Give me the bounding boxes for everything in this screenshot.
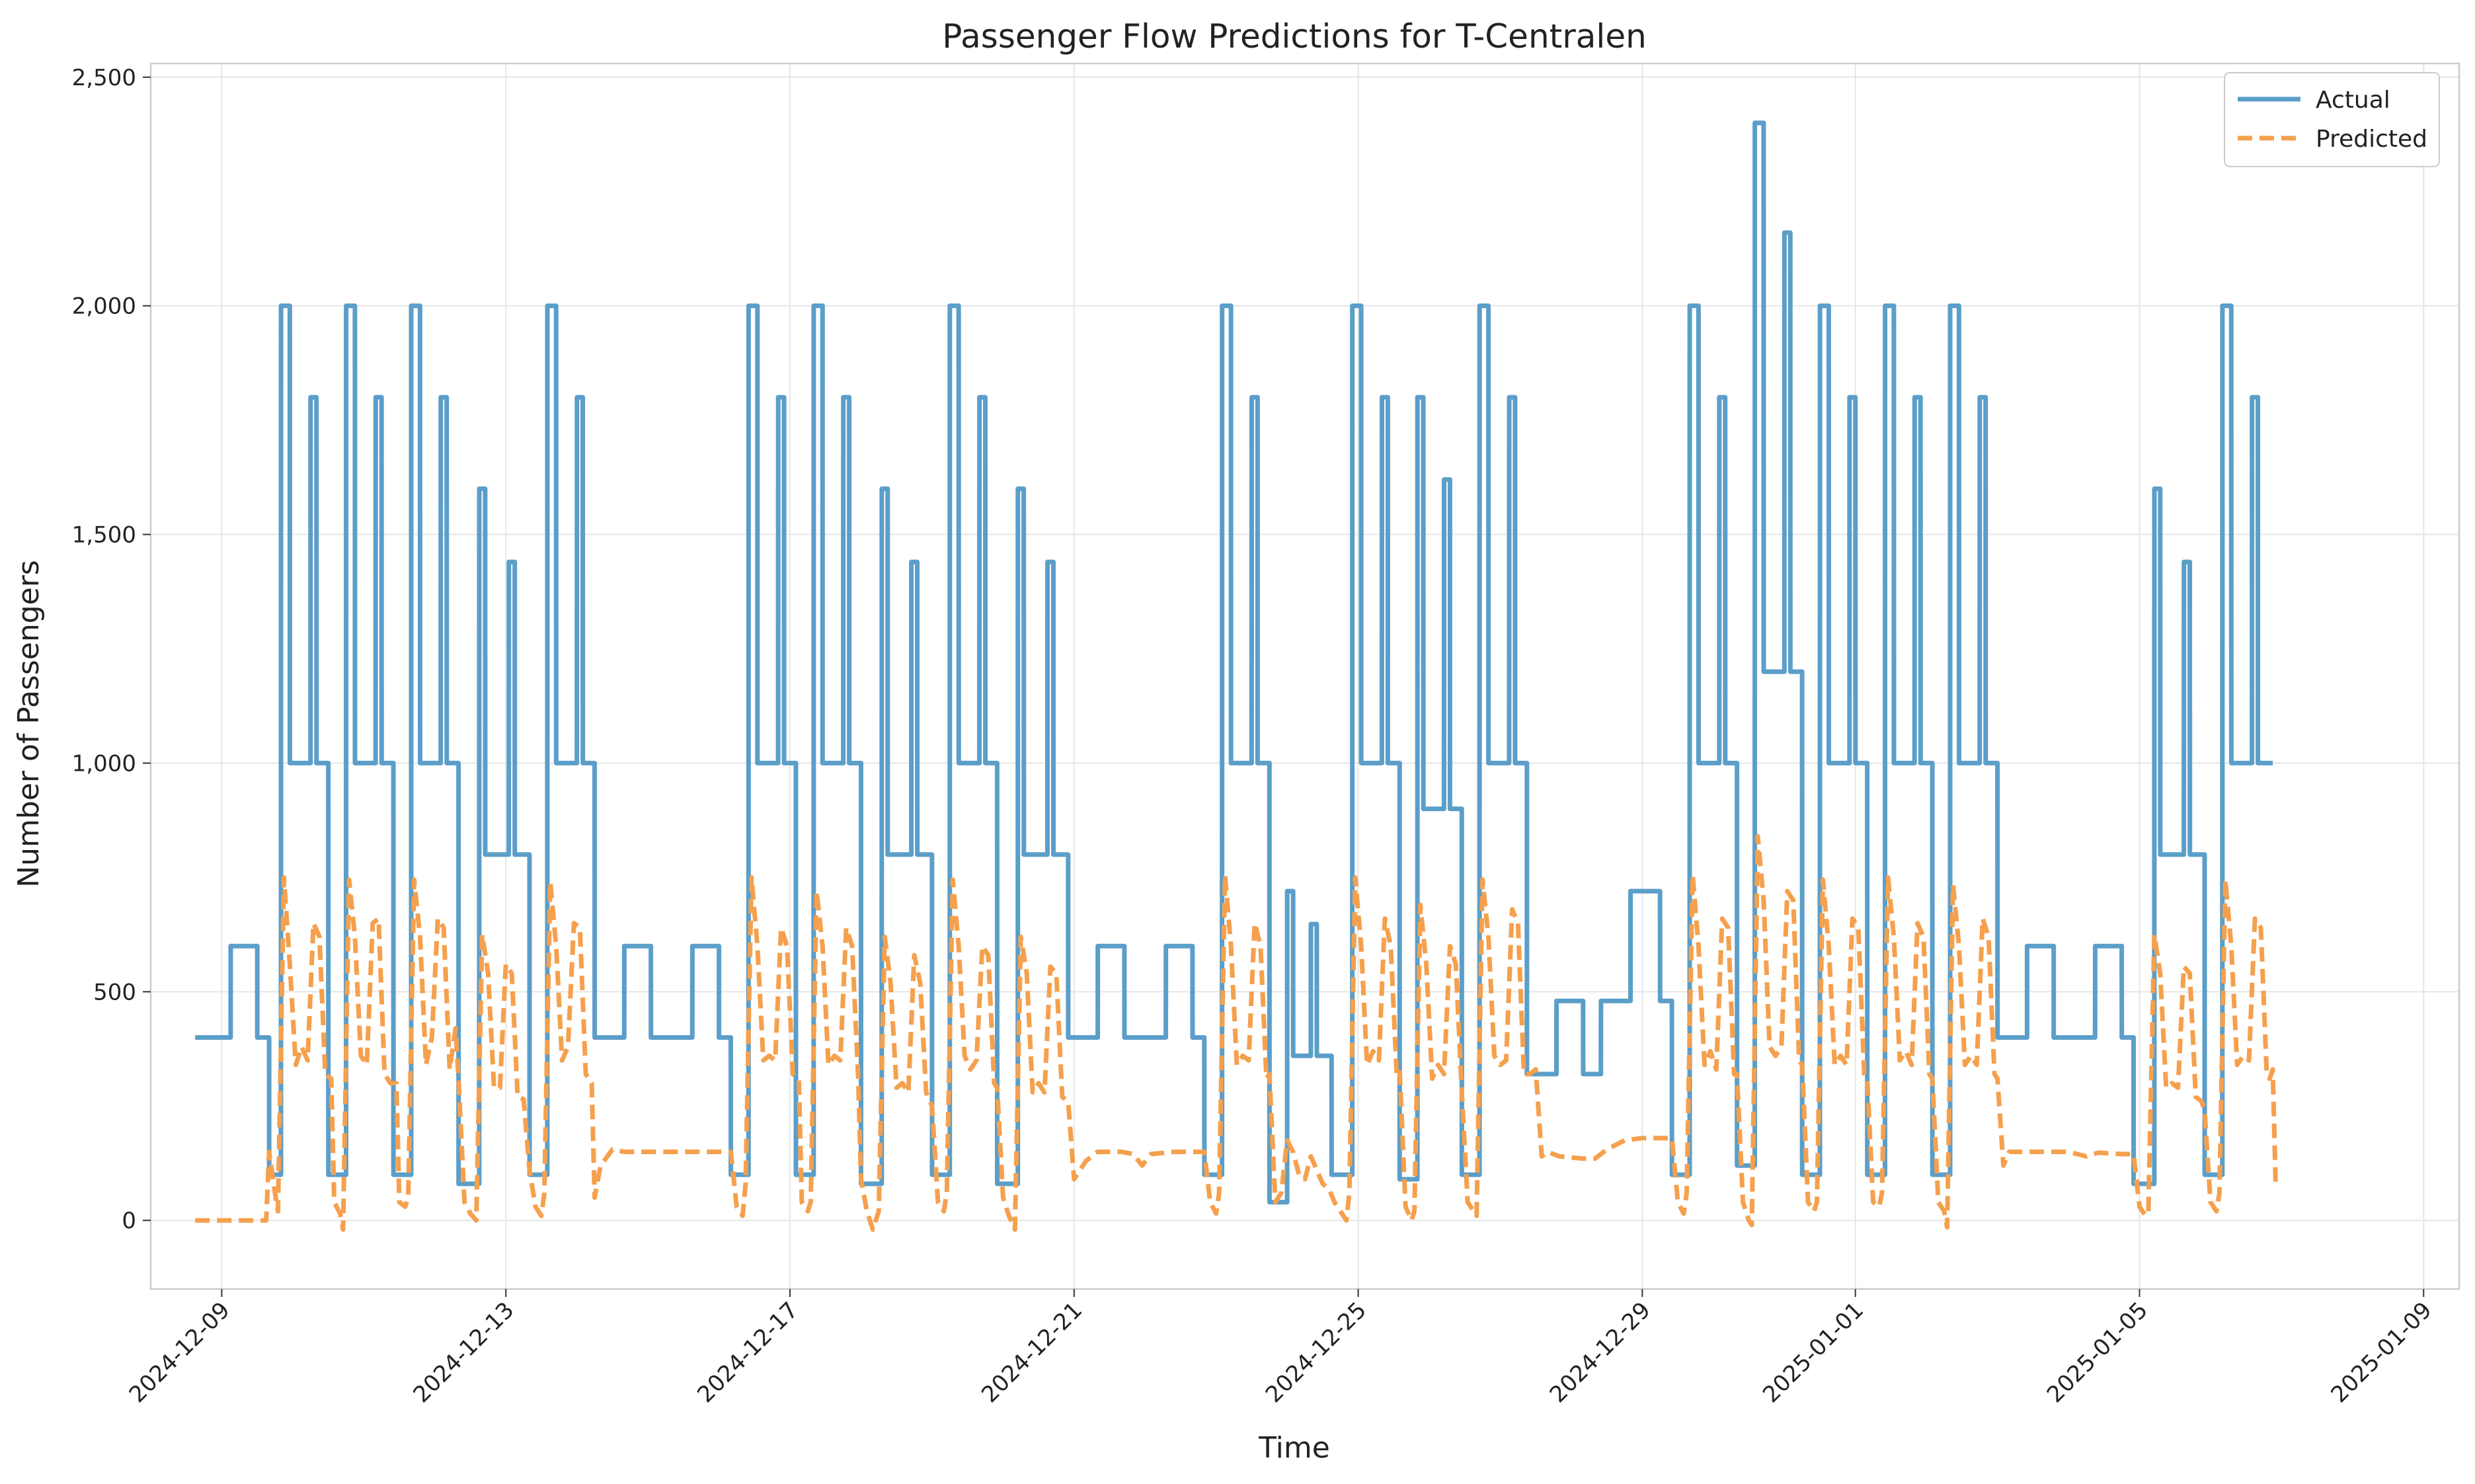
- y-axis-ticks: 0 500 1,000 1,500 2,000 2,500: [72, 65, 151, 1234]
- series-layer: [195, 120, 2278, 1232]
- y-tick-label: 2,000: [72, 293, 136, 320]
- y-tick-label: 1,000: [72, 750, 136, 777]
- legend-box: [2224, 72, 2440, 167]
- y-tick-label: 1,500: [72, 522, 136, 549]
- legend-label-actual: Actual: [2316, 87, 2390, 114]
- legend-label-predicted: Predicted: [2316, 126, 2427, 153]
- y-tick-label: 500: [93, 979, 136, 1005]
- y-axis-label: Number of Passengers: [12, 560, 46, 887]
- series-line-predicted: [195, 834, 2278, 1232]
- x-axis-label: Time: [1258, 1431, 1330, 1465]
- legend: Actual Predicted: [2224, 72, 2440, 167]
- series-line-actual: [195, 120, 2273, 1205]
- plot-area-frame: [149, 62, 2460, 1290]
- y-tick-label: 2,500: [72, 65, 136, 91]
- chart-title: Passenger Flow Predictions for T-Central…: [942, 17, 1647, 56]
- y-tick-label: 0: [122, 1208, 136, 1234]
